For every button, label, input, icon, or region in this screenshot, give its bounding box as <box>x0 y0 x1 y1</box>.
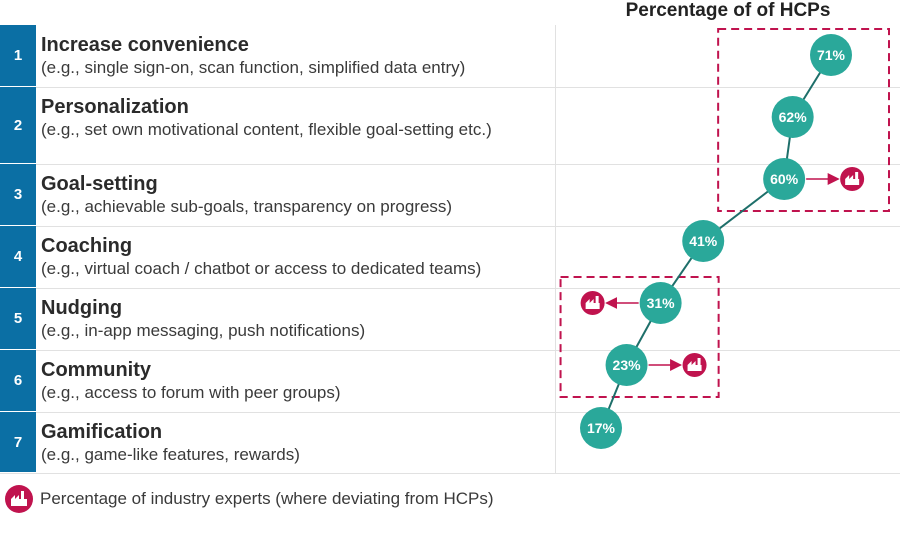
category-label: Coaching (e.g., virtual coach / chatbot o… <box>41 234 546 280</box>
legend-label: Percentage of industry experts (where de… <box>40 489 494 508</box>
category-title: Personalization <box>41 96 189 118</box>
category-description: (e.g., achievable sub-goals, transparenc… <box>41 197 453 216</box>
category-description: (e.g., access to forum with peer groups) <box>41 383 341 402</box>
factory-icon <box>5 485 33 513</box>
row-separator <box>0 288 900 289</box>
highlight-box <box>717 28 890 212</box>
hcp-marker <box>771 96 814 138</box>
row-separator <box>0 350 900 351</box>
data-label: 31% <box>647 295 676 311</box>
rank-number: 6 <box>0 350 36 411</box>
category-title: Goal-setting <box>41 173 158 195</box>
rank-number: 3 <box>0 164 36 225</box>
hcp-marker <box>682 220 725 262</box>
rank-number: 7 <box>0 412 36 472</box>
rank-number: 1 <box>0 25 36 86</box>
data-label: 23% <box>613 357 642 373</box>
plot-divider <box>555 25 556 473</box>
category-label: Personalization (e.g., set own motivation… <box>41 95 546 141</box>
category-title: Coaching <box>41 235 133 257</box>
category-label: Community (e.g., access to forum with pee… <box>41 358 546 404</box>
rank-number: 4 <box>0 226 36 287</box>
data-label: 17% <box>587 420 616 436</box>
highlight-box <box>559 276 720 398</box>
rank-number: 2 <box>0 87 36 163</box>
category-title: Increase convenience <box>41 34 249 56</box>
row-separator <box>0 164 900 165</box>
category-description: (e.g., game-like features, rewards) <box>41 445 300 464</box>
data-label: 60% <box>770 171 799 187</box>
data-label: 41% <box>689 233 718 249</box>
category-title: Nudging <box>41 297 123 319</box>
category-label: Goal-setting (e.g., achievable sub-goals,… <box>41 172 546 218</box>
category-description: (e.g., single sign-on, scan function, si… <box>41 58 466 77</box>
category-title: Community <box>41 359 151 381</box>
hcp-marker <box>639 282 682 324</box>
row-separator <box>0 412 900 413</box>
chart-title: Percentage of of HCPs <box>625 0 831 21</box>
hcp-marker <box>605 344 648 386</box>
hcp-marker <box>580 407 622 449</box>
rank-number: 5 <box>0 288 36 349</box>
data-label: 62% <box>779 109 808 125</box>
hcp-marker <box>763 158 806 200</box>
category-description: (e.g., in-app messaging, push notificati… <box>41 321 366 340</box>
category-label: Increase convenience (e.g., single sign-o… <box>41 33 546 79</box>
row-separator <box>0 87 900 88</box>
category-row: 3 Goal-setting (e.g., achievable sub-goals… <box>0 164 900 226</box>
factory-icon <box>580 291 605 315</box>
data-label: 71% <box>817 47 846 63</box>
row-separator <box>0 226 900 227</box>
category-label: Nudging (e.g., in-app messaging, push not… <box>41 296 546 342</box>
category-row: 7 Gamification (e.g., game-like features, … <box>0 412 900 473</box>
legend: Percentage of industry experts (where de… <box>4 484 494 514</box>
row-separator <box>0 473 900 474</box>
category-description: (e.g., virtual coach / chatbot or access… <box>41 259 482 278</box>
category-row: 4 Coaching (e.g., virtual coach / chatbot … <box>0 226 900 288</box>
category-row: 6 Community (e.g., access to forum with pe… <box>0 350 900 412</box>
category-row: 1 Increase convenience (e.g., single sign-… <box>0 25 900 87</box>
category-label: Gamification (e.g., game-like features, r… <box>41 420 546 466</box>
factory-icon <box>840 167 865 191</box>
category-title: Gamification <box>41 421 163 443</box>
category-description: (e.g., set own motivational content, fle… <box>41 120 492 139</box>
factory-icon <box>682 353 707 377</box>
hcp-marker <box>810 34 852 76</box>
category-row: 5 Nudging (e.g., in-app messaging, push no… <box>0 288 900 350</box>
category-row: 2 Personalization (e.g., set own motivatio… <box>0 87 900 164</box>
